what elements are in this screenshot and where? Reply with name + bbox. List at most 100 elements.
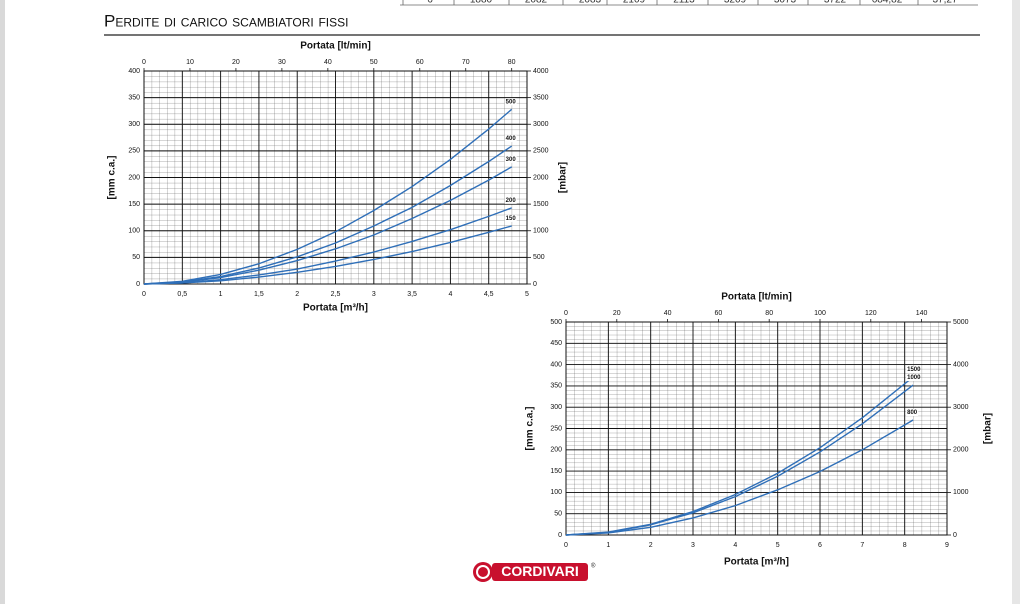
logo-mark: ® [591,563,596,570]
y-tick-label: 350 [128,94,140,101]
y-tick-label: 400 [128,68,140,75]
y2-tick-label: 1500 [533,201,549,208]
y-tick-label: 100 [550,489,562,496]
x-tick-label: 0,5 [177,291,187,298]
series-label-bg [504,196,517,204]
y-tick-label: 500 [550,319,562,326]
left-edge [0,0,5,604]
table-cell: 1880 [470,0,493,6]
x-tick-label: 1,5 [254,291,264,298]
page-title: Perdite di carico scambiatori fissi [104,11,348,30]
y-tick-label: 250 [550,425,562,432]
x2-tick-label: 60 [715,310,723,317]
x-tick-label: 2 [649,542,653,549]
table-cell: 37,27 [932,0,957,6]
x2-tick-label: 0 [142,59,146,66]
y2-tick-label: 0 [533,281,537,288]
x2-tick-label: 80 [765,310,773,317]
plot-frame [143,70,528,285]
x-tick-label: 5 [776,542,780,549]
series-line [143,207,512,285]
x-tick-label: 5 [525,291,529,298]
table-cell: 3209 [724,0,747,6]
x-tick-label: 6 [818,542,822,549]
table-cell: 3073 [774,0,797,6]
series-line [143,108,513,285]
x-tick-label: 1 [606,542,610,549]
y2-tick-label: 3500 [533,94,549,101]
series-label: 200 [506,198,517,204]
y-tick-label: 100 [128,228,140,235]
series-label: 800 [907,410,918,416]
x2-tick-label: 0 [564,310,568,317]
y2-tick-label: 2000 [953,447,969,454]
y-tick-label: 150 [550,468,562,475]
x-tick-label: 1 [219,291,223,298]
x-tick-label: 3,5 [407,291,417,298]
x-tick-label: 9 [945,542,949,549]
series-label: 500 [506,99,517,105]
y2-tick-label: 5000 [953,319,969,326]
right-edge [1012,0,1020,604]
series-label-bg [504,214,517,222]
series-label-bg [906,374,919,382]
logo-text: CORDIVARI [501,563,579,579]
x-tick-label: 4 [448,291,452,298]
x2-tick-label: 100 [814,310,826,317]
x-tick-label: 4 [733,542,737,549]
y-axis-label: [mm c.a.] [107,156,118,200]
table-cell: 2082 [525,0,548,6]
x-axis-label: Portata [m³/h] [303,303,368,314]
x2-tick-label: 50 [370,59,378,66]
y-tick-label: 50 [554,511,562,518]
series-label: 400 [506,136,517,142]
y-tick-label: 350 [550,383,562,390]
x-tick-label: 2,5 [331,291,341,298]
x2-tick-label: 40 [324,59,332,66]
series-line [143,145,513,285]
x-tick-label: 3 [372,291,376,298]
y2-tick-label: 3000 [533,121,549,128]
x2-tick-label: 70 [462,59,470,66]
x2-tick-label: 140 [916,310,928,317]
y-tick-label: 150 [128,201,140,208]
y-axis-label: [mm c.a.] [525,407,536,451]
series-label: 150 [506,216,517,222]
y-tick-label: 400 [550,361,562,368]
y2-tick-label: 1000 [533,228,549,235]
y2-tick-label: 2500 [533,148,549,155]
x-tick-label: 4,5 [484,291,494,298]
y-tick-label: 0 [558,532,562,539]
series-label-bg [504,155,517,163]
y2-tick-label: 2000 [533,174,549,181]
x2-tick-label: 120 [865,310,877,317]
table-cell: 2109 [623,0,646,6]
y2-tick-label: 0 [953,532,957,539]
series-label-bg [504,98,517,106]
x-tick-label: 0 [564,542,568,549]
table-cell: 684,82 [872,0,903,6]
y-tick-label: 0 [136,281,140,288]
y-tick-label: 300 [550,404,562,411]
table-cell: 2083 [579,0,602,6]
table-cell: 2113 [673,0,695,6]
y2-tick-label: 500 [533,254,545,261]
x-tick-label: 8 [903,542,907,549]
series-line [143,225,512,285]
y-tick-label: 300 [128,121,140,128]
y-tick-label: 200 [550,447,562,454]
x2-tick-label: 60 [416,59,424,66]
x-tick-label: 2 [295,291,299,298]
table-cell: 3722 [824,0,847,6]
y-tick-label: 50 [132,254,140,261]
series-line [143,166,513,285]
y2-axis-label: [mbar] [558,162,569,193]
x2-tick-label: 30 [278,59,286,66]
table-cell: 6 [427,0,433,6]
series-label-bg [906,408,919,416]
y-tick-label: 200 [128,174,140,181]
logo: CORDIVARI ® [473,562,596,582]
series-label: 300 [506,157,517,163]
x-tick-label: 3 [691,542,695,549]
